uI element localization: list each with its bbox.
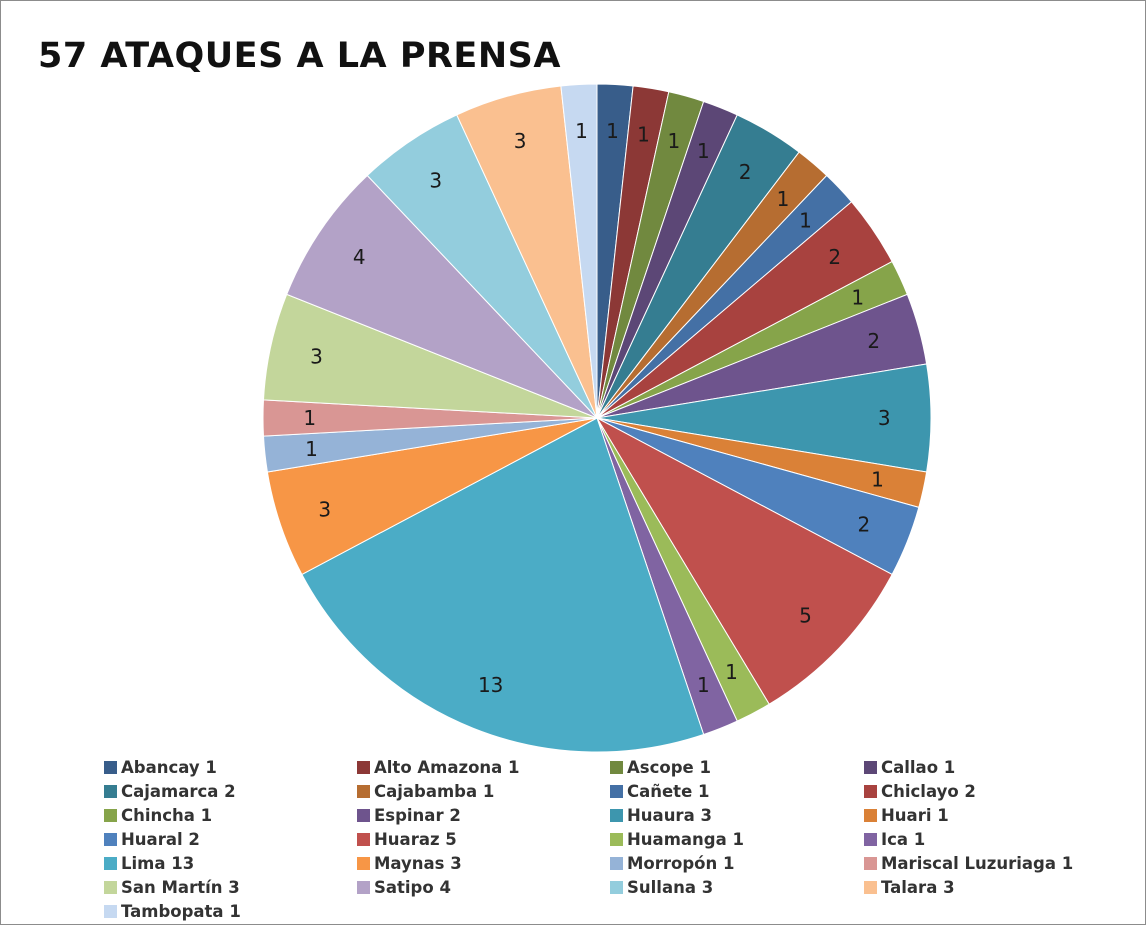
slice-data-label: 1	[305, 437, 318, 461]
slice-data-label: 3	[310, 344, 323, 368]
slice-data-label: 1	[871, 468, 884, 492]
pie-slice	[286, 174, 598, 419]
slice-data-label: 1	[799, 208, 812, 232]
slice-data-label: 1	[697, 139, 710, 163]
slice-data-label: 1	[575, 119, 588, 143]
slice-data-label: 1	[303, 406, 316, 430]
slice-data-label: 3	[514, 129, 527, 153]
chart-title: 57 ATAQUES A LA PRENSA	[38, 36, 561, 76]
slice-data-label: 3	[878, 406, 891, 430]
slice-data-label: 2	[828, 245, 841, 269]
slice-data-label: 13	[478, 673, 503, 697]
slice-data-label: 1	[697, 673, 710, 697]
slice-data-label: 3	[318, 498, 331, 522]
slice-data-label: 1	[725, 660, 738, 684]
slice-data-label: 5	[799, 604, 812, 628]
slice-data-label: 2	[857, 512, 870, 536]
pie-slice	[560, 83, 598, 419]
slice-data-label: 1	[637, 123, 650, 147]
slice-data-label: 1	[851, 285, 864, 309]
slice-data-label: 2	[867, 329, 880, 353]
pie-slice	[595, 416, 893, 705]
slice-data-label: 2	[739, 160, 752, 184]
slice-data-label: 1	[606, 119, 619, 143]
slice-data-label: 4	[353, 245, 366, 269]
pie-slice	[301, 417, 705, 753]
slice-data-label: 1	[667, 129, 680, 153]
slice-data-label: 3	[429, 168, 442, 192]
slice-data-label: 1	[777, 187, 790, 211]
